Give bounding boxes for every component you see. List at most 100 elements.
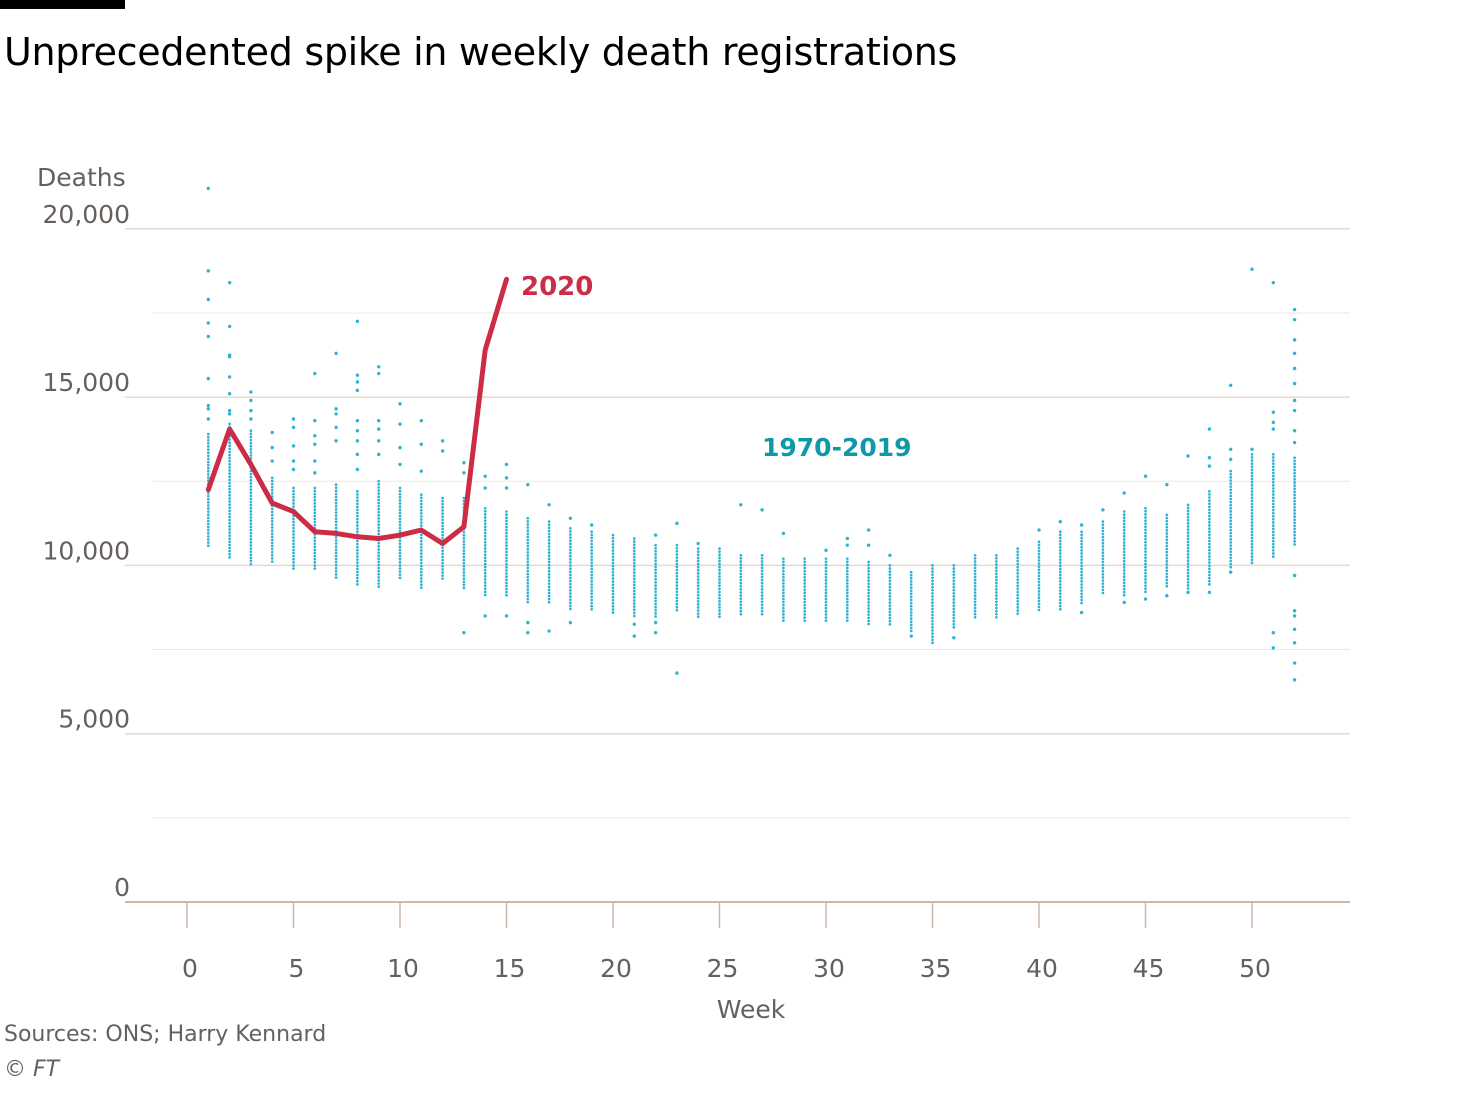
historic-point — [1186, 531, 1190, 535]
historic-point — [931, 641, 934, 645]
historic-point — [483, 540, 487, 544]
historic-point — [1101, 548, 1105, 551]
historic-point — [867, 573, 870, 576]
historic-point — [1250, 533, 1254, 537]
historic-point — [866, 543, 871, 547]
historic-point — [1250, 452, 1254, 456]
historic-point — [803, 591, 807, 595]
historic-point — [718, 606, 721, 609]
historic-point — [952, 570, 956, 573]
historic-point — [1080, 539, 1083, 543]
historic-point — [1250, 521, 1254, 524]
historic-point — [206, 469, 210, 473]
historic-point — [440, 449, 445, 453]
historic-point — [1122, 572, 1126, 575]
historic-point — [483, 506, 487, 510]
historic-point — [227, 412, 232, 416]
historic-point — [228, 456, 231, 460]
historic-point — [1250, 552, 1254, 555]
historic-point — [867, 604, 870, 607]
historic-point — [1080, 579, 1083, 583]
historic-point — [1058, 573, 1062, 577]
historic-point — [1101, 526, 1105, 530]
historic-point — [334, 566, 338, 570]
historic-point — [1144, 571, 1147, 575]
historic-point — [419, 542, 423, 546]
historic-point — [1144, 506, 1147, 510]
historic-point — [803, 569, 807, 573]
historic-point — [1144, 525, 1147, 529]
week-dot-column — [931, 564, 934, 645]
historic-point — [867, 566, 870, 570]
historic-point — [1293, 484, 1296, 487]
historic-point — [845, 575, 849, 579]
historic-point — [1122, 491, 1126, 495]
historic-point — [377, 452, 381, 457]
historic-point — [206, 417, 210, 421]
historic-point — [206, 445, 210, 448]
historic-point — [206, 403, 210, 408]
historic-point — [270, 541, 274, 545]
historic-point — [292, 526, 295, 530]
historic-point — [206, 407, 210, 411]
historic-point — [1037, 574, 1041, 578]
historic-point — [1122, 575, 1126, 578]
historic-point — [355, 418, 360, 423]
historic-point — [526, 578, 530, 582]
historic-point — [334, 489, 338, 493]
historic-point — [483, 578, 487, 581]
historic-point — [653, 620, 658, 625]
historic-point — [419, 567, 423, 571]
historic-point — [1165, 578, 1169, 582]
historic-point — [1165, 525, 1169, 529]
historic-point — [292, 505, 295, 508]
historic-point — [632, 574, 636, 578]
historic-point — [462, 471, 466, 475]
historic-point — [952, 576, 956, 580]
historic-point — [718, 581, 721, 585]
historic-point — [824, 616, 828, 619]
historic-point — [696, 578, 700, 581]
historic-point — [1207, 427, 1212, 431]
historic-point — [547, 526, 551, 530]
historic-point — [462, 574, 466, 577]
historic-point — [1186, 584, 1190, 587]
historic-point — [1293, 481, 1296, 484]
historic-point — [867, 591, 870, 595]
historic-point — [824, 572, 828, 576]
historic-point — [590, 533, 594, 537]
historic-point — [931, 635, 934, 639]
historic-point — [419, 469, 423, 473]
historic-point — [931, 591, 934, 595]
historic-point — [654, 577, 657, 581]
historic-point — [1186, 562, 1190, 566]
historic-point — [441, 506, 444, 509]
historic-point — [1292, 381, 1297, 386]
week-dot-column — [398, 402, 402, 580]
historic-point — [782, 597, 785, 601]
week-dot-column — [1058, 519, 1063, 611]
historic-point — [824, 603, 828, 607]
historic-point — [867, 613, 870, 617]
historic-point — [483, 571, 487, 575]
historic-point — [1144, 513, 1147, 516]
historic-point — [1250, 456, 1254, 459]
historic-point — [1229, 544, 1233, 547]
historic-point — [270, 535, 274, 539]
historic-point — [1271, 514, 1275, 518]
historic-point — [377, 486, 381, 489]
historic-point — [632, 634, 636, 638]
historic-point — [228, 478, 231, 482]
week-dot-column — [1143, 474, 1148, 601]
historic-point — [1293, 490, 1296, 494]
historic-point — [1186, 590, 1190, 595]
historic-point — [1271, 477, 1275, 481]
historic-point — [1101, 591, 1105, 595]
historic-point — [952, 622, 956, 626]
historic-point — [654, 546, 657, 550]
historic-point — [1250, 477, 1254, 481]
historic-point — [462, 552, 466, 556]
historic-point — [952, 588, 956, 592]
historic-point — [782, 613, 785, 616]
historic-point — [206, 435, 210, 439]
